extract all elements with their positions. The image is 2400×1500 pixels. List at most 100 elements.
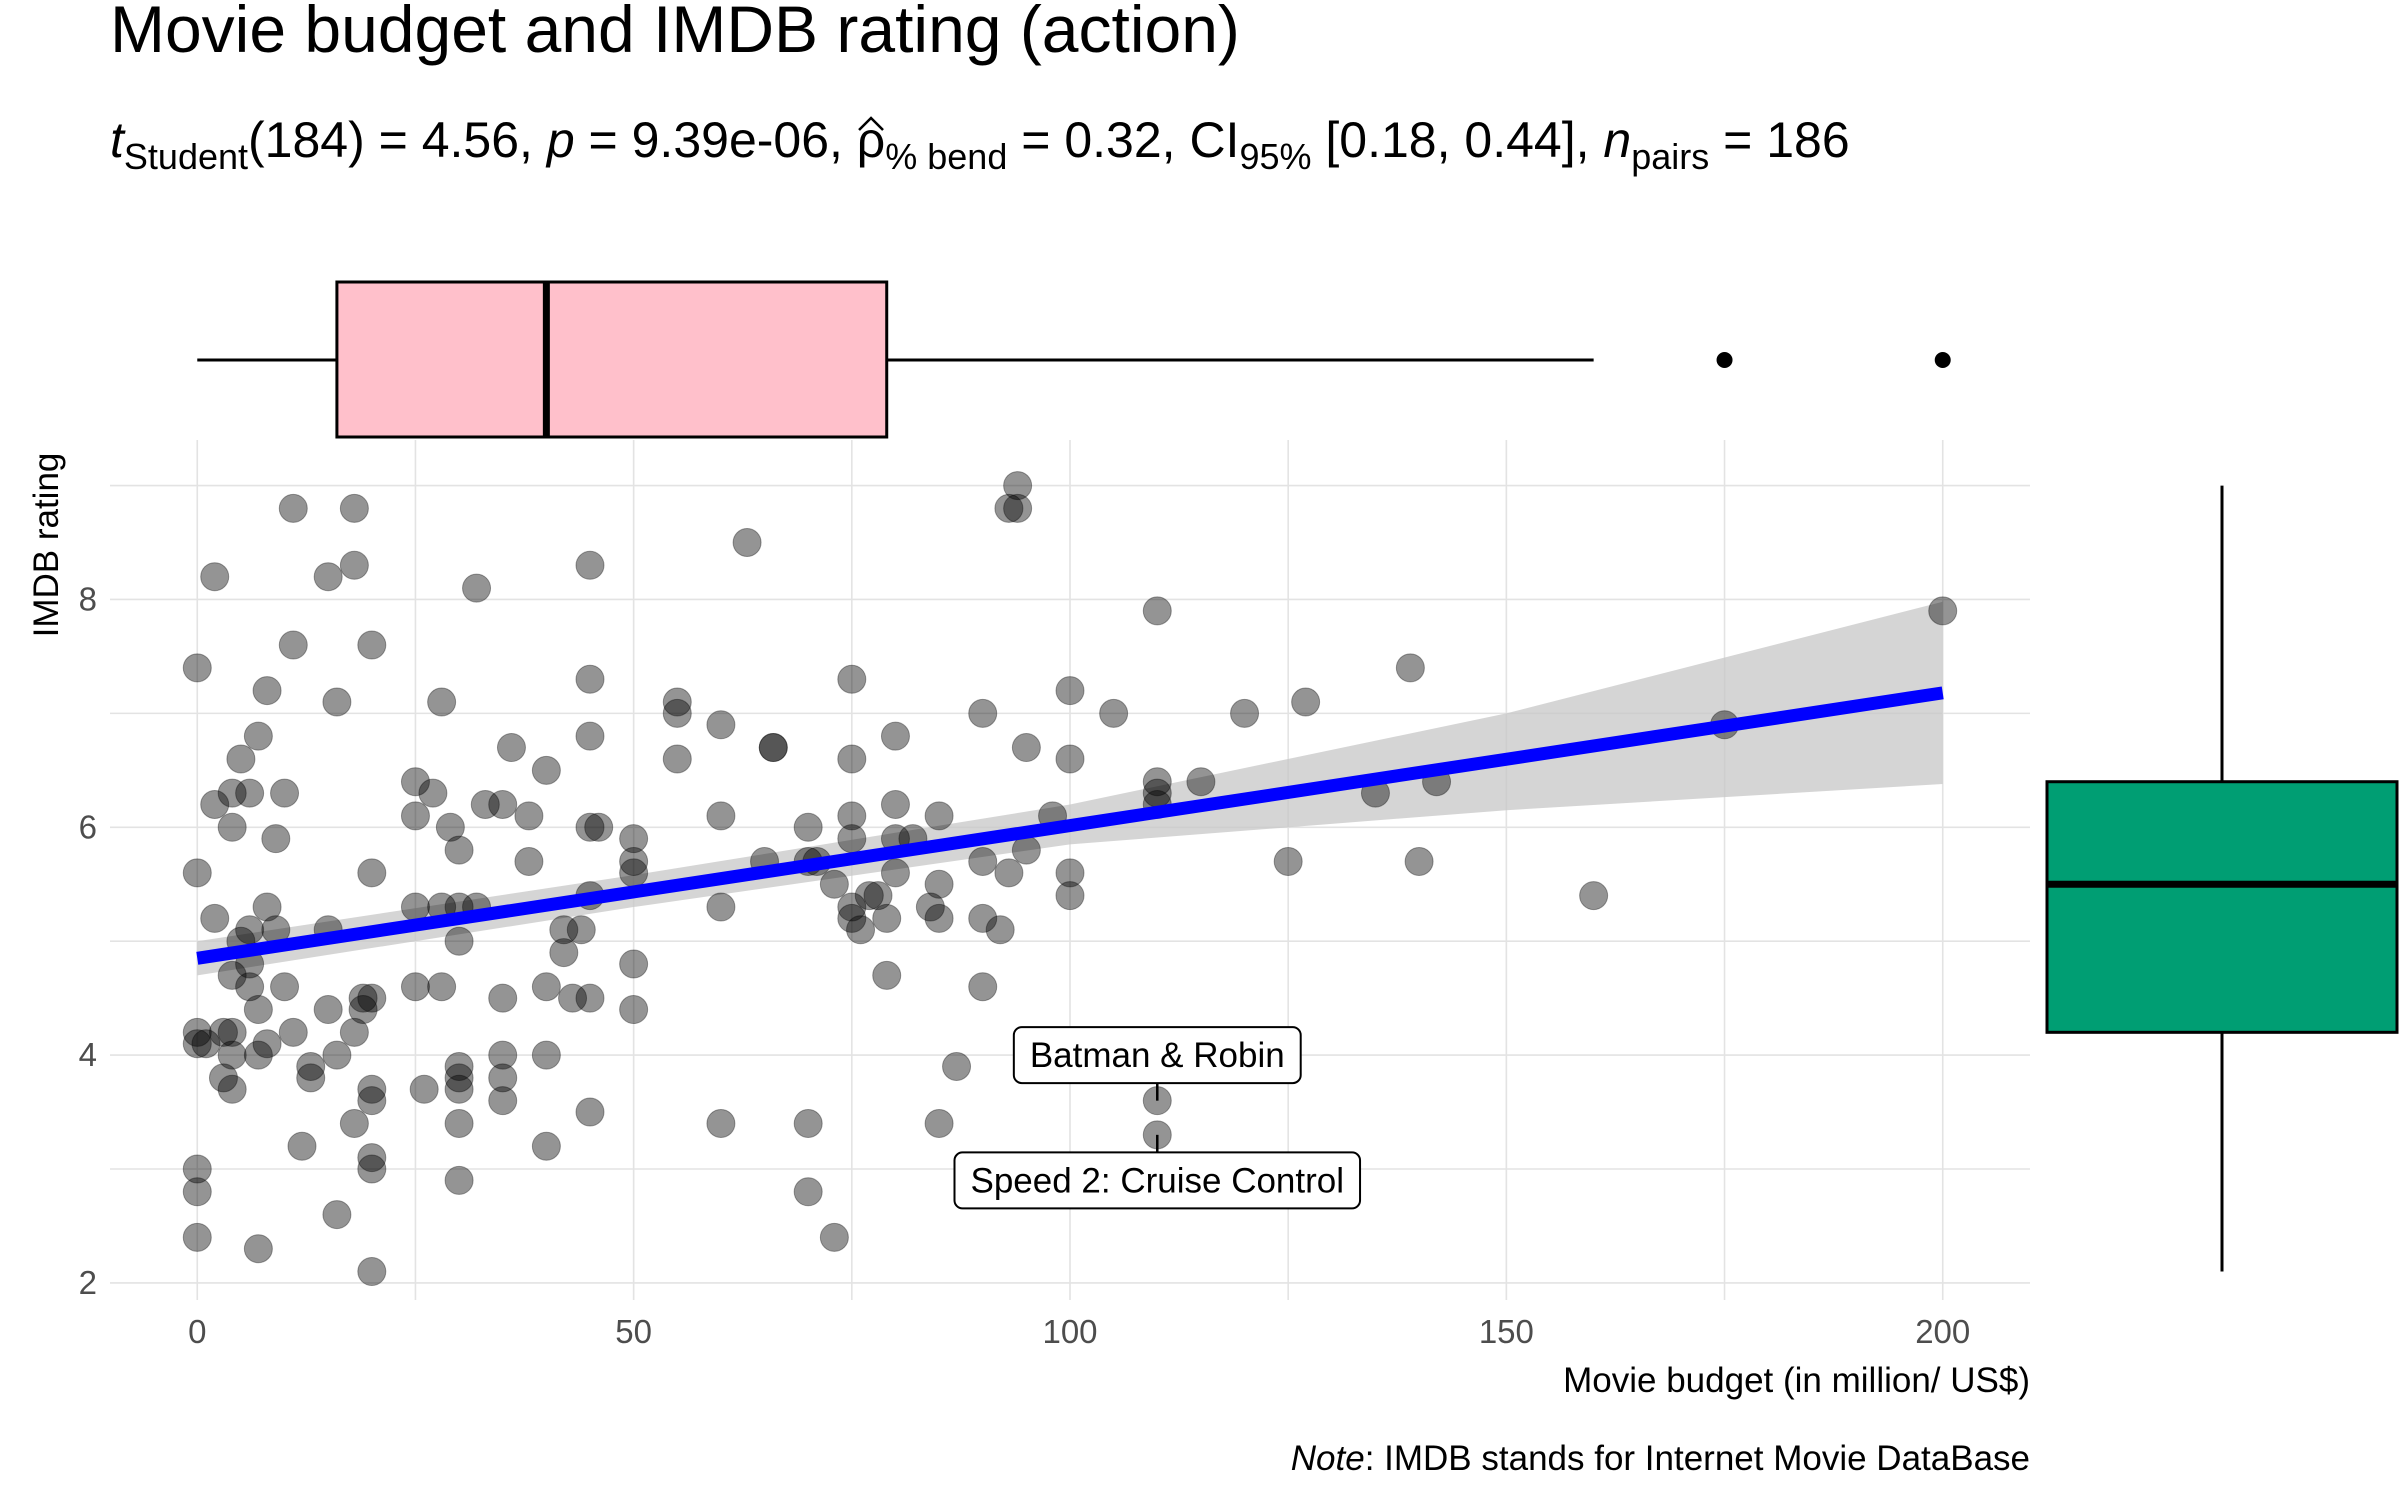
data-point: [278, 493, 308, 523]
x-tick-label: 0: [188, 1313, 206, 1350]
data-point: [427, 687, 457, 717]
data-point: [400, 801, 430, 831]
data-point: [1230, 698, 1260, 728]
label-text: Batman & Robin: [1030, 1036, 1285, 1075]
data-point: [488, 1086, 518, 1116]
point-label: Batman & Robin: [1012, 1026, 1302, 1101]
data-point: [400, 767, 430, 797]
data-point: [706, 801, 736, 831]
data-point: [819, 1222, 849, 1252]
data-point: [470, 790, 500, 820]
data-point: [418, 778, 448, 808]
data-point: [793, 1108, 823, 1138]
data-point: [488, 790, 518, 820]
subtitle-ci-sub: 95%: [1239, 136, 1311, 177]
y-axis-title: IMDB rating: [27, 453, 66, 638]
data-point: [872, 903, 902, 933]
data-point: [357, 1074, 387, 1104]
data-point: [409, 1074, 439, 1104]
data-point: [357, 1086, 387, 1116]
data-point: [235, 915, 265, 945]
data-point: [584, 812, 614, 842]
y-tick-label: 8: [79, 580, 97, 617]
data-point: [968, 846, 998, 876]
data-point: [496, 733, 526, 763]
data-point: [1142, 767, 1172, 797]
data-point: [348, 983, 378, 1013]
data-point: [531, 1131, 561, 1161]
data-point: [322, 687, 352, 717]
data-point: [531, 1040, 561, 1070]
y-tick-label: 4: [79, 1036, 97, 1073]
data-point: [1099, 698, 1129, 728]
data-point: [758, 733, 788, 763]
data-point: [348, 995, 378, 1025]
regression-line-group: [196, 686, 1944, 965]
data-point: [1928, 596, 1958, 626]
data-point: [1055, 858, 1085, 888]
data-point: [1186, 767, 1216, 797]
data-point: [575, 1097, 605, 1127]
data-point: [837, 744, 867, 774]
data-point: [880, 790, 910, 820]
data-point: [235, 778, 265, 808]
data-point: [400, 892, 430, 922]
data-point: [217, 1017, 247, 1047]
data-point: [200, 790, 230, 820]
data-point: [549, 938, 579, 968]
data-point: [1055, 881, 1085, 911]
x-marginal-boxplot: [197, 280, 1951, 439]
data-point: [758, 733, 788, 763]
data-point: [296, 1063, 326, 1093]
data-point: [968, 698, 998, 728]
data-point: [182, 1017, 212, 1047]
data-point: [252, 676, 282, 706]
data-point: [514, 801, 544, 831]
data-point: [357, 1154, 387, 1184]
data-point: [662, 744, 692, 774]
data-point: [270, 972, 300, 1002]
x-tick-label: 50: [615, 1313, 652, 1350]
data-point: [200, 903, 230, 933]
data-point: [357, 630, 387, 660]
data-point: [1273, 846, 1303, 876]
data-point: [531, 755, 561, 785]
data-point: [243, 721, 273, 751]
x-box-iqr: [335, 280, 889, 439]
data-point: [191, 1029, 221, 1059]
ci-band: [197, 601, 1943, 976]
label-text: Speed 2: Cruise Control: [970, 1161, 1344, 1200]
data-point: [462, 573, 492, 603]
x-axis-title: Movie budget (in million/ US$): [1563, 1361, 2030, 1400]
data-point: [444, 1074, 474, 1104]
data-point: [1291, 687, 1321, 717]
data-point: [488, 983, 518, 1013]
data-point: [846, 915, 876, 945]
data-point: [296, 1051, 326, 1081]
data-point: [322, 1200, 352, 1230]
caption-note-label: Note: [1291, 1439, 1365, 1478]
data-point: [924, 1108, 954, 1138]
data-point: [322, 1040, 352, 1070]
data-point: [1003, 493, 1033, 523]
data-point: [514, 846, 544, 876]
data-point: [339, 1108, 369, 1138]
data-point: [226, 744, 256, 774]
data-point: [444, 835, 474, 865]
data-point: [488, 1040, 518, 1070]
subtitle-t-value: (184) = 4.56,: [248, 112, 547, 168]
data-point: [444, 1165, 474, 1195]
x-box-outlier: [1716, 352, 1733, 368]
data-point: [531, 972, 561, 1002]
data-point: [619, 846, 649, 876]
data-point: [994, 493, 1024, 523]
data-point: [793, 812, 823, 842]
data-point: [182, 1029, 212, 1059]
data-point: [985, 915, 1015, 945]
data-point: [235, 972, 265, 1002]
data-point: [837, 664, 867, 694]
subtitle-p-value: = 9.39e-06,: [575, 112, 857, 168]
data-point: [662, 687, 692, 717]
data-point: [924, 869, 954, 899]
